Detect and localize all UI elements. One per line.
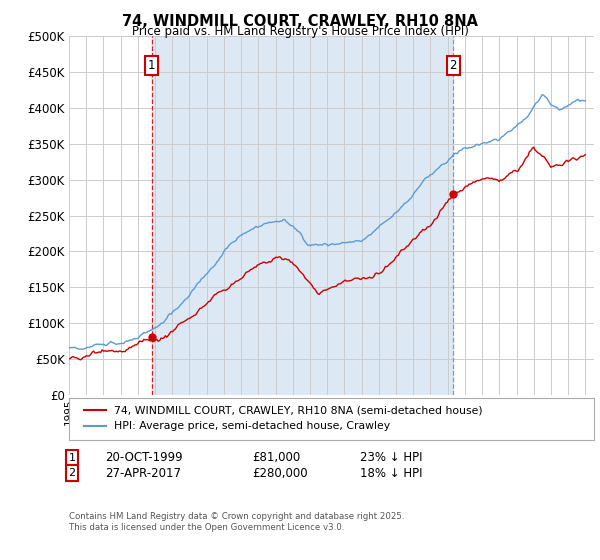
Text: 23% ↓ HPI: 23% ↓ HPI (360, 451, 422, 464)
Text: 1: 1 (148, 59, 155, 72)
Text: £81,000: £81,000 (252, 451, 300, 464)
Text: 2: 2 (449, 59, 457, 72)
Text: 74, WINDMILL COURT, CRAWLEY, RH10 8NA: 74, WINDMILL COURT, CRAWLEY, RH10 8NA (122, 14, 478, 29)
Text: 20-OCT-1999: 20-OCT-1999 (105, 451, 182, 464)
Text: 18% ↓ HPI: 18% ↓ HPI (360, 466, 422, 480)
Bar (152, 36, 454, 395)
Text: 27-APR-2017: 27-APR-2017 (105, 466, 181, 480)
Text: Price paid vs. HM Land Registry's House Price Index (HPI): Price paid vs. HM Land Registry's House … (131, 25, 469, 38)
Text: 2: 2 (68, 468, 76, 478)
Legend: 74, WINDMILL COURT, CRAWLEY, RH10 8NA (semi-detached house), HPI: Average price,: 74, WINDMILL COURT, CRAWLEY, RH10 8NA (s… (80, 402, 487, 436)
Text: £280,000: £280,000 (252, 466, 308, 480)
Text: 1: 1 (68, 452, 76, 463)
Text: Contains HM Land Registry data © Crown copyright and database right 2025.
This d: Contains HM Land Registry data © Crown c… (69, 512, 404, 532)
